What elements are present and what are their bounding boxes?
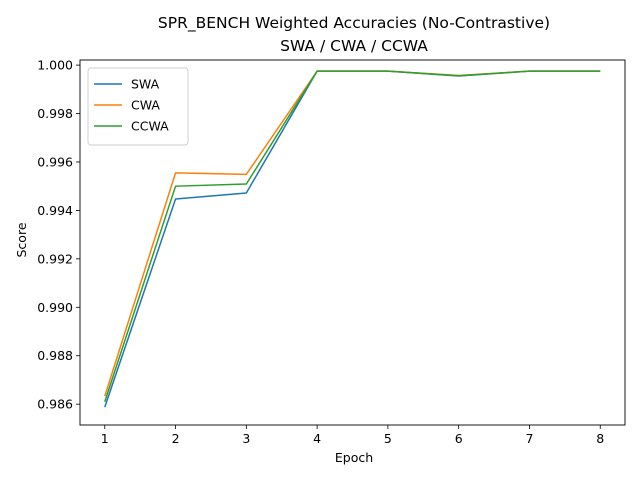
x-axis-label: Epoch: [335, 450, 373, 465]
series-line-ccwa: [104, 70, 601, 402]
y-tick-label: 0.992: [37, 251, 73, 266]
y-tick-label: 0.996: [37, 154, 73, 169]
y-tick-label: 0.994: [37, 203, 73, 218]
x-tick-label: 7: [525, 431, 533, 446]
x-tick-label: 6: [455, 431, 463, 446]
y-tick-label: 0.986: [37, 397, 73, 412]
plot-area-frame: [79, 59, 626, 426]
legend-label-ccwa: CCWA: [131, 119, 169, 134]
x-tick-label: 3: [242, 431, 250, 446]
chart-subtitle: SWA / CWA / CCWA: [280, 37, 428, 55]
x-tick-label: 4: [313, 431, 321, 446]
y-tick-label: 0.988: [37, 348, 73, 363]
series-lines: [104, 70, 601, 408]
x-tick-label: 2: [172, 431, 180, 446]
y-tick-label: 0.990: [37, 300, 73, 315]
x-tick-label: 8: [596, 431, 604, 446]
y-tick-label: 0.998: [37, 106, 73, 121]
y-axis-label: Score: [14, 222, 29, 257]
legend-label-swa: SWA: [131, 77, 160, 92]
y-axis-ticks: 0.986 0.988 0.990 0.992 0.994 0.996 0.998 1.000: [37, 58, 80, 412]
x-axis-ticks: 1 2 3 4 5 6 7 8: [101, 425, 604, 446]
x-tick-label: 5: [384, 431, 392, 446]
legend: SWA CWA CCWA: [87, 67, 189, 146]
x-tick-label: 1: [101, 431, 109, 446]
y-tick-label: 1.000: [37, 58, 73, 73]
legend-label-cwa: CWA: [131, 98, 160, 113]
chart-title: SPR_BENCH Weighted Accuracies (No-Contra…: [158, 14, 550, 33]
